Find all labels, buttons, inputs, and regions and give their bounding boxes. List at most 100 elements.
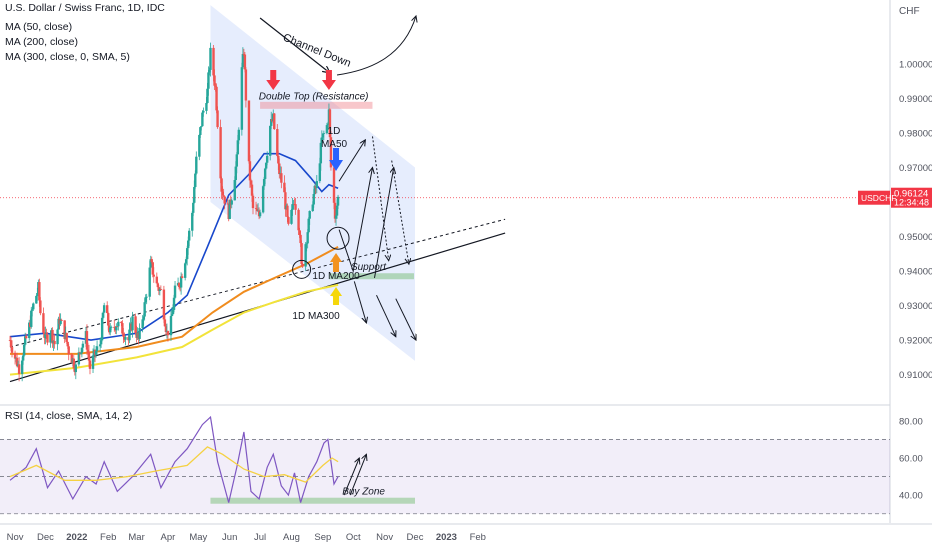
candle-body — [319, 142, 323, 164]
candle-body — [45, 333, 48, 335]
candle-body — [265, 155, 269, 163]
candle-body — [249, 180, 253, 185]
candle-body — [332, 167, 336, 203]
candle-body — [270, 119, 273, 126]
candle-body — [185, 248, 189, 260]
candle-body — [20, 360, 24, 374]
candle-body — [208, 69, 211, 73]
candle-body — [230, 200, 233, 205]
candle-body — [120, 321, 123, 324]
candle-body — [15, 357, 19, 367]
candle-body — [258, 212, 262, 217]
candle-body — [70, 354, 73, 363]
candle-body — [99, 340, 103, 345]
candle-body — [283, 182, 286, 193]
candle-body — [121, 323, 124, 334]
candle-body — [251, 195, 255, 209]
candle-body — [214, 85, 217, 87]
candle-body — [184, 259, 188, 264]
candle-body — [98, 344, 102, 347]
x-tick-label: Sep — [314, 532, 331, 543]
x-tick-label: Oct — [346, 532, 361, 543]
candle-body — [235, 154, 238, 167]
candle-body — [329, 137, 333, 168]
y-tick-label: 0.95000 — [899, 232, 932, 243]
candle-body — [173, 285, 177, 298]
candle-body — [215, 86, 218, 111]
legend-ma200: MA (200, close) — [5, 36, 78, 48]
candle-body — [13, 352, 17, 359]
candle-body — [325, 125, 329, 134]
candle-body — [115, 326, 118, 331]
candle-body — [31, 309, 34, 311]
candle-body — [277, 155, 280, 164]
candle-body — [264, 162, 268, 169]
candle-body — [28, 322, 31, 339]
candle-body — [299, 234, 302, 244]
x-tick-label: Dec — [37, 532, 54, 543]
candle-body — [334, 215, 338, 219]
candle-body — [304, 244, 307, 267]
trend-lines — [0, 197, 890, 383]
candle-body — [39, 300, 42, 314]
candle-body — [222, 195, 225, 197]
candle-body — [194, 173, 197, 188]
projection-down-arrow — [353, 281, 366, 323]
candle-body — [77, 352, 81, 365]
candle-body — [297, 209, 300, 231]
candle-body — [86, 349, 90, 353]
breakout-arrow — [336, 16, 416, 76]
x-tick-label: Mar — [128, 532, 144, 543]
candle-body — [193, 187, 196, 203]
candle-body — [322, 133, 326, 135]
overlay-fills — [210, 5, 415, 361]
y-tick-label: 0.94000 — [899, 267, 932, 278]
low-circle — [292, 259, 312, 279]
candle-body — [44, 333, 47, 338]
legend-ma50: MA (50, close) — [5, 21, 73, 33]
candle-body — [286, 205, 289, 218]
candle-body — [109, 327, 112, 333]
candle-body — [87, 352, 91, 361]
candle-body — [124, 337, 127, 340]
y-tick-label: 0.98000 — [899, 128, 932, 139]
x-tick-label: 2023 — [436, 532, 457, 543]
candle-body — [141, 319, 144, 328]
candle-body — [59, 319, 62, 325]
projection-down-arrow — [395, 298, 416, 340]
candle-body — [21, 355, 25, 361]
candle-body — [116, 326, 119, 328]
candle-body — [195, 156, 198, 174]
candle-body — [60, 319, 63, 321]
candle-body — [23, 336, 27, 345]
candle-body — [269, 125, 272, 156]
axes: CHF1.000000.990000.980000.970000.960000.… — [7, 6, 932, 543]
ma50-label-line1: 1D — [328, 126, 341, 137]
candle-body — [321, 133, 325, 138]
projection-up-arrow — [374, 167, 394, 279]
candle-body — [163, 319, 167, 327]
trendline-dashed — [9, 218, 506, 348]
candle-body — [151, 262, 154, 275]
channel-down-arrow — [259, 17, 330, 73]
candle-body — [306, 232, 309, 244]
y-tick-label: 0.93000 — [899, 301, 932, 312]
support-label: Support — [351, 262, 387, 273]
candle-body — [209, 47, 212, 70]
candle-body — [248, 161, 252, 181]
y-tick-label: 0.97000 — [899, 163, 932, 174]
x-tick-label: Jun — [222, 532, 237, 543]
candle-body — [228, 199, 231, 220]
candle-body — [144, 297, 147, 303]
candle-body — [318, 163, 322, 182]
yellow-up-arrow — [330, 287, 343, 305]
candle-body — [17, 364, 21, 374]
x-tick-label: Feb — [100, 532, 116, 543]
y-tick-label: 0.99000 — [899, 94, 932, 105]
y-tick-label: 0.91000 — [899, 370, 932, 381]
candle-body — [261, 186, 265, 213]
candle-body — [78, 352, 82, 354]
candle-body — [301, 263, 304, 267]
symbol-tag — [858, 190, 890, 205]
candle-body — [53, 340, 56, 345]
